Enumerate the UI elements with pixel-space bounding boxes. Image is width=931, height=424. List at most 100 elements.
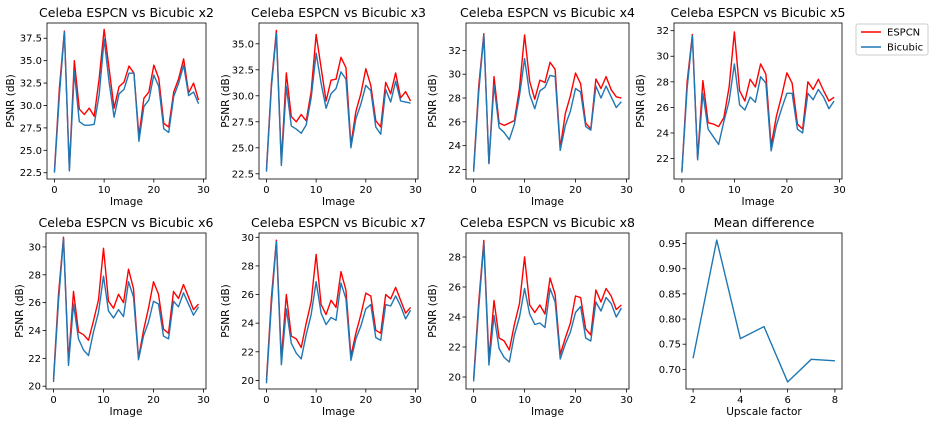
x-tick-label: 6 [784,395,790,406]
x-tick-label: 30 [409,185,422,196]
x-tick-label: 10 [518,395,531,406]
y-tick-label: 26 [656,103,669,114]
axes-frame [258,232,419,390]
x-tick-label: 30 [833,185,846,196]
y-axis-label: PSNR (dB) [5,74,17,128]
y-tick-label: 24 [241,319,254,330]
bicubic-series-line [53,31,200,173]
x-axis-label: Image [110,196,143,208]
x-tick-label: 0 [679,185,685,196]
y-tick-label: 22 [241,347,254,358]
y-tick-label: 30.0 [232,91,254,102]
x-tick-label: 10 [97,395,110,406]
y-axis-label: PSNR (dB) [427,284,439,338]
x-axis-label: Image [110,406,143,418]
x-axis-label: Image [531,196,564,208]
x-tick-label: 20 [781,185,794,196]
axes-frame [465,22,630,180]
y-tick-label: 20 [448,373,461,384]
y-tick-label: 24 [448,141,461,152]
y-tick-label: 28 [28,270,41,281]
espcn-series-line [53,28,200,171]
subplot-title: Celeba ESPCN vs Bicubic x5 [671,5,846,20]
y-axis-label: PSNR (dB) [220,74,232,128]
subplot-8: Mean difference 2 4 6 8 0.70 0.75 0.80 0.85 0.90 0… [659,215,843,418]
x-axis-label: Image [742,196,775,208]
y-tick-label: 32.5 [232,65,254,76]
x-tick-label: 10 [310,185,323,196]
y-axis-label: PSNR (dB) [14,284,26,338]
x-tick-label: 20 [147,395,160,406]
y-tick-label: 22.5 [20,168,42,179]
x-axis-label: Image [322,406,355,418]
x-tick-label: 10 [98,185,111,196]
espcn-series-line [52,236,200,380]
y-tick-label: 24 [656,128,669,139]
y-tick-label: 24 [448,313,461,324]
x-tick-label: 0 [50,395,56,406]
y-tick-label: 0.85 [659,289,681,300]
axes-frame [46,22,207,180]
y-tick-label: 32 [656,26,669,37]
y-tick-label: 28 [656,77,669,88]
bicubic-series-line [265,240,412,384]
y-tick-label: 37.5 [20,34,42,45]
subplot-title: Celeba ESPCN vs Bicubic x2 [39,5,214,20]
subplot-6: Celeba ESPCN vs Bicubic x7 0 10 20 30 20 22 24 2… [220,215,426,418]
y-tick-label: 35.0 [20,56,42,67]
y-tick-label: 0.95 [659,239,681,250]
x-tick-label: 0 [51,185,57,196]
y-tick-label: 25.0 [232,143,254,154]
y-tick-label: 26 [28,298,41,309]
bicubic-series-line [52,237,200,383]
x-tick-label: 10 [518,185,531,196]
y-tick-label: 30.0 [20,101,42,112]
y-tick-label: 22 [448,165,461,176]
subplot-title: Mean difference [714,215,815,230]
legend-label-bicubic: Bicubic [887,43,923,54]
bicubic-series-line [472,34,622,172]
subplot-title: Celeba ESPCN vs Bicubic x6 [39,215,214,230]
y-tick-label: 22.5 [232,169,254,180]
x-tick-label: 20 [569,185,582,196]
subplot-title: Celeba ESPCN vs Bicubic x3 [251,5,426,20]
x-tick-label: 20 [359,185,372,196]
espcn-series-line [265,239,412,381]
subplot-4: Celeba ESPCN vs Bicubic x5 0 10 20 30 22 24 26 2… [635,5,846,208]
x-tick-label: 30 [409,395,422,406]
x-tick-label: 4 [737,395,743,406]
y-axis-label: PSNR (dB) [427,74,439,128]
y-tick-label: 22 [656,154,669,165]
y-tick-label: 30 [656,52,669,63]
subplot-title: Celeba ESPCN vs Bicubic x8 [460,215,635,230]
y-tick-label: 26 [448,283,461,294]
y-tick-label: 28 [448,94,461,105]
x-tick-label: 10 [728,185,741,196]
subplot-title: Celeba ESPCN vs Bicubic x4 [460,5,635,20]
y-tick-label: 22 [28,354,41,365]
y-tick-label: 0.75 [659,340,681,351]
bicubic-series-line [265,32,411,172]
y-tick-label: 24 [28,326,41,337]
subplot-5: Celeba ESPCN vs Bicubic x6 0 10 20 30 20 22 24 2… [14,215,213,418]
axes-frame [685,232,843,390]
y-tick-label: 27.5 [20,123,42,134]
x-tick-label: 30 [197,395,210,406]
x-tick-label: 20 [359,395,372,406]
y-axis-label: PSNR (dB) [220,284,232,338]
bicubic-series-line [681,35,835,173]
subplot-2: Celeba ESPCN vs Bicubic x3 0 10 20 30 22.5 25.… [220,5,426,208]
x-axis-label: Image [322,196,355,208]
subplot-title: Celeba ESPCN vs Bicubic x7 [251,215,426,230]
x-tick-label: 8 [832,395,838,406]
x-tick-label: 20 [569,395,582,406]
y-tick-label: 22 [448,343,461,354]
y-tick-label: 26 [241,290,254,301]
y-tick-label: 20 [241,376,254,387]
y-tick-label: 32.5 [20,79,42,90]
axes-frame [45,232,207,390]
espcn-series-line [472,239,622,379]
x-tick-label: 20 [147,185,160,196]
x-tick-label: 0 [263,395,269,406]
